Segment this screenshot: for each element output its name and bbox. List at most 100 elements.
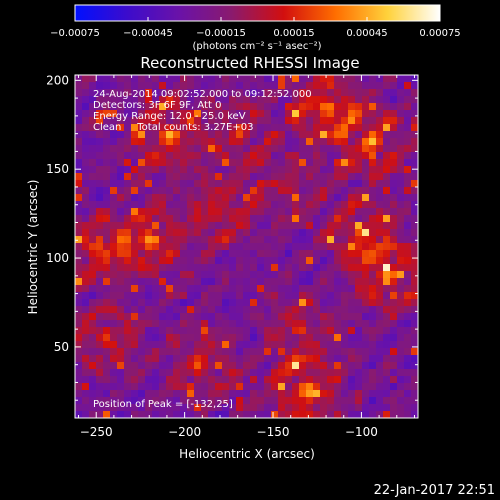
- heatmap-cell: [131, 201, 139, 209]
- heatmap-cell: [187, 166, 195, 174]
- heatmap-cell: [404, 89, 412, 97]
- heatmap-cell: [75, 131, 83, 139]
- heatmap-cell: [180, 145, 188, 153]
- heatmap-cell: [362, 285, 370, 293]
- heatmap-cell: [348, 397, 356, 405]
- heatmap-cell: [264, 208, 272, 216]
- heatmap-cell: [341, 145, 349, 153]
- heatmap-cell: [103, 390, 111, 398]
- heatmap-cell: [208, 124, 216, 132]
- heatmap-cell: [138, 236, 146, 244]
- heatmap-cell: [404, 187, 412, 195]
- heatmap-cell: [250, 320, 258, 328]
- heatmap-cell: [75, 138, 83, 146]
- heatmap-cell: [75, 362, 83, 370]
- heatmap-cell: [411, 299, 419, 307]
- heatmap-cell: [341, 201, 349, 209]
- heatmap-cell: [138, 173, 146, 181]
- heatmap-cell: [117, 145, 125, 153]
- heatmap-cell: [229, 334, 237, 342]
- heatmap-cell: [82, 376, 90, 384]
- heatmap-cell: [383, 397, 391, 405]
- heatmap-cell: [397, 96, 405, 104]
- heatmap-cell: [124, 397, 132, 405]
- heatmap-cell: [306, 103, 314, 111]
- heatmap-cell: [131, 390, 139, 398]
- heatmap-cell: [320, 397, 328, 405]
- heatmap-cell: [404, 411, 412, 419]
- heatmap-cell: [208, 390, 216, 398]
- heatmap-cell: [250, 103, 258, 111]
- heatmap-cell: [124, 222, 132, 230]
- heatmap-cell: [75, 208, 83, 216]
- heatmap-cell: [299, 306, 307, 314]
- heatmap-cell: [201, 173, 209, 181]
- heatmap-cell: [250, 236, 258, 244]
- heatmap-cell: [208, 229, 216, 237]
- heatmap-cell: [138, 82, 146, 90]
- heatmap-cell: [208, 369, 216, 377]
- heatmap-cell: [222, 327, 230, 335]
- heatmap-cell: [124, 299, 132, 307]
- heatmap-cell: [96, 194, 104, 202]
- heatmap-cell: [278, 390, 286, 398]
- heatmap-cell: [117, 292, 125, 300]
- heatmap-cell: [131, 355, 139, 363]
- heatmap-cell: [369, 397, 377, 405]
- heatmap-cell: [271, 320, 279, 328]
- heatmap-cell: [271, 180, 279, 188]
- heatmap-cell: [124, 306, 132, 314]
- heatmap-cell: [222, 103, 230, 111]
- heatmap-cell: [159, 278, 167, 286]
- heatmap-cell: [292, 334, 300, 342]
- heatmap-cell: [397, 159, 405, 167]
- heatmap-cell: [397, 89, 405, 97]
- heatmap-cell: [187, 159, 195, 167]
- heatmap-cell: [341, 236, 349, 244]
- heatmap-cell: [215, 236, 223, 244]
- heatmap-cell: [250, 397, 258, 405]
- heatmap-cell: [348, 264, 356, 272]
- heatmap-cell: [187, 369, 195, 377]
- heatmap-cell: [278, 362, 286, 370]
- heatmap-cell: [299, 327, 307, 335]
- heatmap-cell: [278, 75, 286, 83]
- heatmap-cell: [390, 250, 398, 258]
- heatmap-cell: [96, 369, 104, 377]
- heatmap-cell: [327, 117, 335, 125]
- heatmap-cell: [285, 152, 293, 160]
- heatmap-cell: [145, 166, 153, 174]
- heatmap-cell: [285, 341, 293, 349]
- plot-frame: [74, 74, 419, 419]
- heatmap-cell: [173, 131, 181, 139]
- heatmap-cell: [117, 138, 125, 146]
- heatmap-cell: [320, 173, 328, 181]
- heatmap-cell: [96, 110, 104, 118]
- heatmap-cell: [215, 117, 223, 125]
- heatmap-cell: [215, 299, 223, 307]
- heatmap-cell: [285, 124, 293, 132]
- heatmap-cell: [194, 103, 202, 111]
- heatmap-cell: [75, 166, 83, 174]
- heatmap-cell: [411, 264, 419, 272]
- heatmap-cell: [306, 404, 314, 412]
- heatmap-cell: [355, 376, 363, 384]
- heatmap-cell: [180, 222, 188, 230]
- heatmap-cell: [82, 299, 90, 307]
- heatmap-cell: [250, 222, 258, 230]
- heatmap-cell: [215, 306, 223, 314]
- heatmap-cell: [180, 201, 188, 209]
- heatmap-cell: [278, 285, 286, 293]
- timestamp: 22-Jan-2017 22:51: [374, 483, 495, 498]
- heatmap-cell: [250, 166, 258, 174]
- heatmap-cell: [327, 334, 335, 342]
- heatmap-cell: [82, 124, 90, 132]
- heatmap-cell: [236, 243, 244, 251]
- heatmap-cell: [313, 306, 321, 314]
- heatmap-cell: [397, 103, 405, 111]
- heatmap-cell: [103, 383, 111, 391]
- heatmap-cell: [271, 201, 279, 209]
- heatmap-cell: [292, 243, 300, 251]
- heatmap-cell: [348, 327, 356, 335]
- heatmap-cell: [152, 159, 160, 167]
